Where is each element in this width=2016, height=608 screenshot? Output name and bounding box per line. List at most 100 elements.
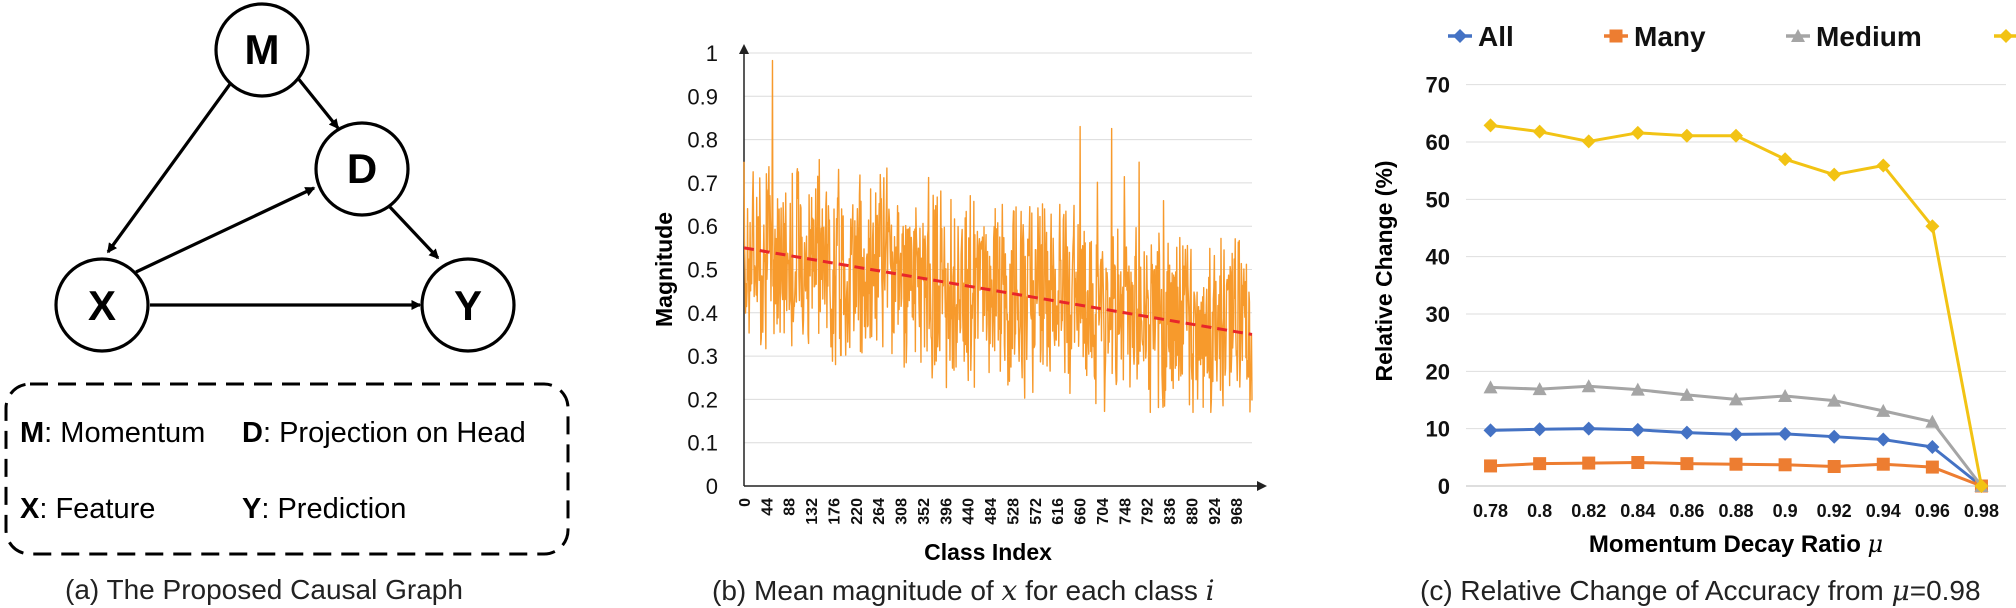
data-point — [1778, 426, 1793, 441]
y-tick-label: 40 — [1426, 245, 1450, 270]
x-tick-label: 968 — [1229, 498, 1246, 525]
y-tick-label: 0.7 — [687, 171, 718, 196]
data-point — [1532, 124, 1547, 139]
x-tick-label: 0.94 — [1866, 501, 1901, 521]
x-tick-label: 88 — [782, 498, 799, 516]
data-point — [1778, 388, 1793, 402]
legend-marker — [1791, 29, 1805, 42]
x-tick-label: 704 — [1095, 498, 1112, 525]
data-point — [1827, 393, 1842, 407]
caption-b-var-x: x — [1001, 574, 1018, 607]
node-x: X — [54, 257, 150, 353]
data-point — [1582, 456, 1596, 470]
x-tick-label: 396 — [938, 498, 955, 525]
legend-x: X: Feature — [20, 493, 155, 525]
y-tick-label: 0 — [1438, 474, 1450, 499]
x-tick-label: 0.96 — [1915, 501, 1950, 521]
data-point — [1630, 382, 1645, 396]
data-point — [1581, 421, 1596, 436]
graph-edges — [106, 75, 440, 310]
x-tick-label: 792 — [1140, 498, 1157, 525]
x-tick-label: 0.84 — [1620, 501, 1655, 521]
x-tick-label: 0.9 — [1773, 501, 1798, 521]
legend-marker — [1609, 29, 1623, 43]
data-point — [1925, 460, 1939, 474]
node-d: D — [314, 121, 410, 217]
data-point — [1484, 459, 1498, 473]
data-point — [1876, 403, 1891, 417]
legend-label: Medium — [1816, 21, 1922, 52]
x-tick-label: 616 — [1050, 498, 1067, 525]
x-tick-label: 44 — [759, 498, 776, 516]
caption-b-var-i: i — [1205, 574, 1215, 607]
caption-c-mu: μ — [1891, 574, 1910, 607]
y-tick-label: 0.9 — [687, 84, 718, 109]
magnitude-chart: 0 0.1 0.2 0.3 0.4 0.5 0.6 0.7 0.8 0.9 1 0 44 88 132 176… — [651, 41, 1267, 565]
magnitude-series-line — [743, 59, 1253, 414]
data-point — [1925, 414, 1940, 428]
x-tick-label: 0.78 — [1473, 501, 1508, 521]
causal-graph-panel: M D X Y M: Momentum D: Projection on Hea… — [4, 2, 570, 556]
data-point — [1778, 458, 1792, 472]
x-tick-label: 924 — [1207, 498, 1224, 525]
data-point — [1581, 379, 1596, 393]
data-point — [1827, 460, 1841, 474]
y-tick-label: 60 — [1426, 130, 1450, 155]
caption-b-prefix: (b) Mean magnitude of — [712, 575, 1002, 606]
y-tick-label: 0.3 — [687, 344, 718, 369]
trend-line — [743, 246, 1253, 336]
data-point — [1925, 440, 1940, 455]
series-many — [1484, 455, 1988, 493]
data-point — [1630, 125, 1645, 140]
x-tick-label: 528 — [1005, 498, 1022, 525]
data-point — [1679, 128, 1694, 143]
data-point — [1483, 423, 1498, 438]
y-tick-label: 0.8 — [687, 128, 718, 153]
caption-c-prefix: (c) Relative Change of Accuracy from — [1420, 575, 1892, 606]
edge-x-d — [135, 186, 316, 274]
data-point — [1827, 429, 1842, 444]
legend-box — [4, 382, 570, 556]
legend-label: All — [1478, 21, 1514, 52]
edge-m-d — [295, 75, 340, 130]
legend-d: D: Projection on Head — [242, 417, 526, 449]
legend-m: M: Momentum — [20, 417, 205, 449]
y-tick-label: 1 — [706, 41, 718, 66]
data-point — [1630, 422, 1645, 437]
x-tick-label: 484 — [983, 498, 1000, 525]
x-tick-label: 0.98 — [1964, 501, 1999, 521]
legend-label: Many — [1634, 21, 1706, 52]
y-tick-label: 0.2 — [687, 387, 718, 412]
data-point — [1778, 152, 1793, 167]
y-tick-label: 0.4 — [687, 301, 718, 326]
x-tick-label: 0.92 — [1817, 501, 1852, 521]
caption-b-mid: for each class — [1017, 575, 1206, 606]
x-tick-label: 440 — [961, 498, 978, 525]
data-point — [1729, 427, 1743, 442]
data-point — [1483, 118, 1498, 133]
x-tick-label: 264 — [871, 498, 888, 525]
node-m: M — [214, 2, 310, 98]
x-tick-label: 836 — [1162, 498, 1179, 525]
data-point — [1925, 219, 1940, 234]
legend-marker — [1999, 29, 2013, 43]
data-point — [1876, 158, 1891, 173]
legend-marker — [1453, 29, 1467, 43]
x-tick-label: 572 — [1028, 498, 1045, 525]
relative-change-chart: 0 10 20 30 40 50 60 70 0.78 0.8 0.82 0.84 0.86 0.88 0.… — [1371, 21, 2016, 558]
node-y: Y — [420, 257, 516, 353]
y-tick-label: 50 — [1426, 187, 1450, 212]
y-tick-label: 70 — [1426, 73, 1450, 98]
node-y-label: Y — [454, 282, 482, 329]
edge-m-x — [106, 79, 235, 254]
x-tick-label: 0.86 — [1669, 501, 1704, 521]
x-axis-title: Momentum Decay Ratio μ — [1589, 530, 1883, 558]
y-tick-label: 30 — [1426, 302, 1450, 327]
x-axis-title: Class Index — [924, 539, 1052, 565]
x-tick-label: 0.82 — [1571, 501, 1606, 521]
x-tick-label: 0 — [737, 498, 754, 507]
data-point — [1876, 457, 1890, 471]
y-tick-label: 20 — [1426, 359, 1450, 384]
y-tick-label: 0.6 — [687, 214, 718, 239]
series-all — [1483, 421, 1989, 493]
